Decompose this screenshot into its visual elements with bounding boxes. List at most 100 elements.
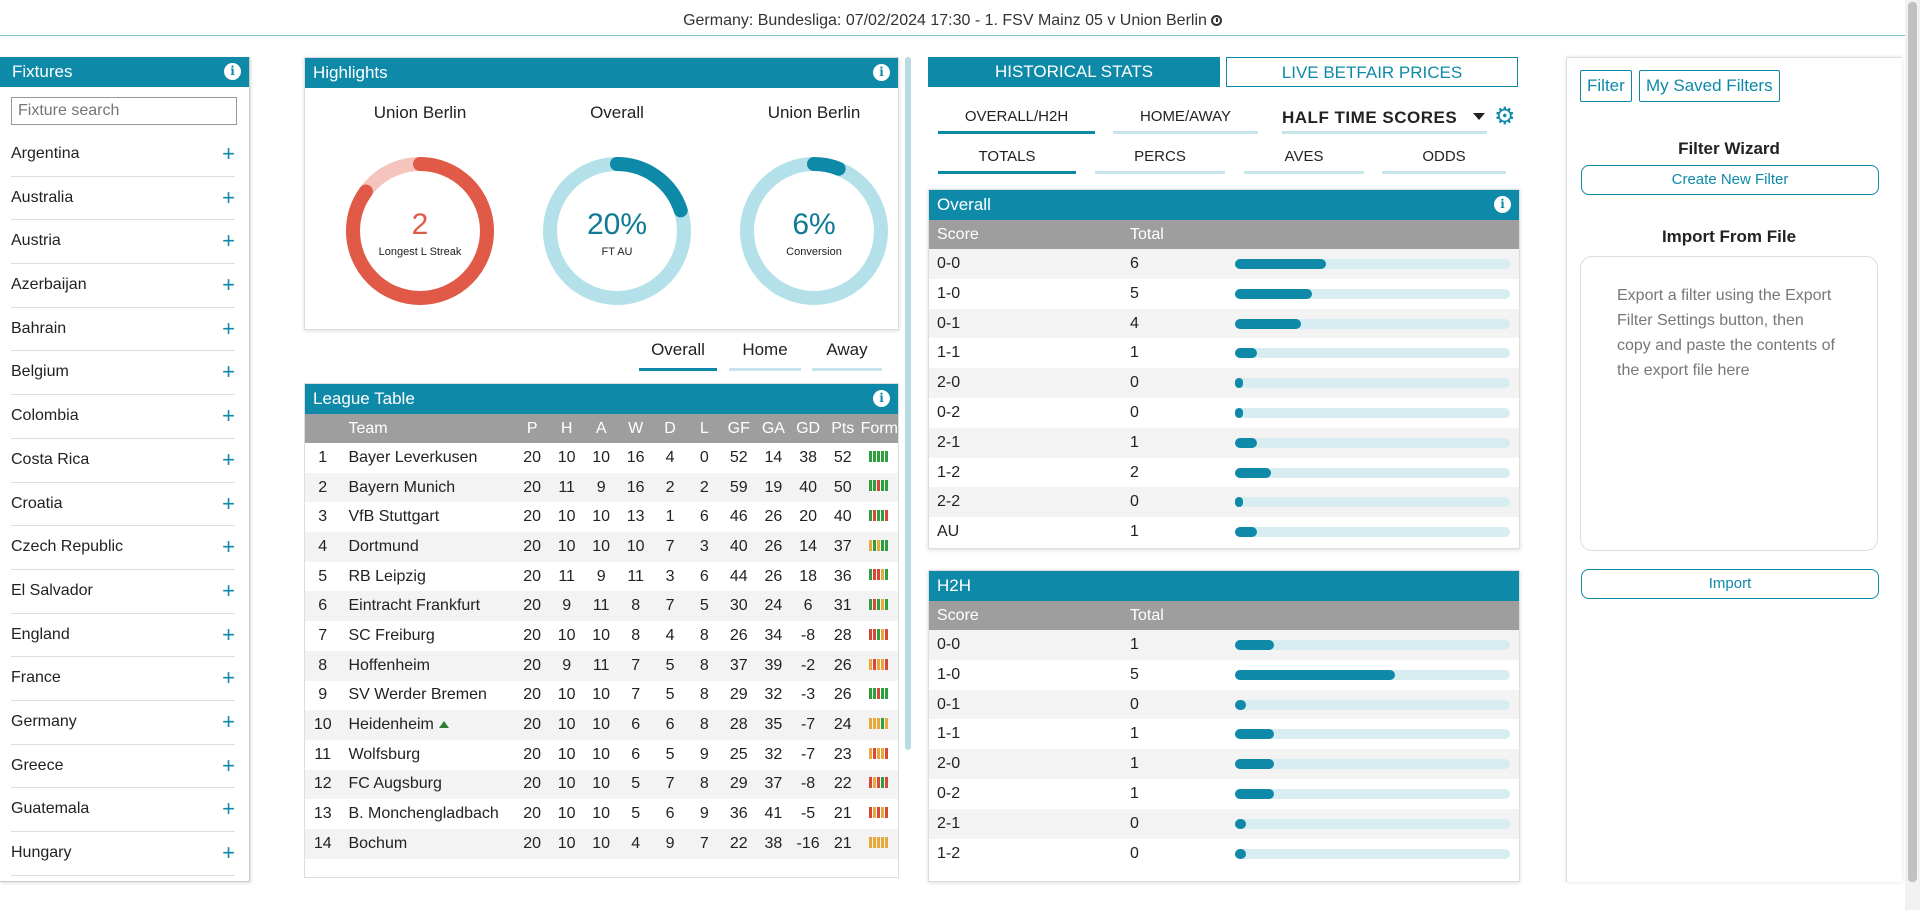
country-item[interactable]: Austria +: [11, 220, 235, 265]
tab-aves[interactable]: AVES: [1244, 148, 1364, 174]
table-row[interactable]: 6 Eintracht Frankfurt 20 9 11 8 7 5 30 24 6 31: [305, 591, 898, 622]
country-item[interactable]: Bahrain +: [11, 308, 235, 352]
column-header[interactable]: P: [515, 414, 549, 443]
tab-historical-stats[interactable]: HISTORICAL STATS: [928, 57, 1220, 87]
plus-icon[interactable]: +: [222, 840, 235, 865]
country-item[interactable]: Argentina +: [11, 133, 235, 177]
tab-totals[interactable]: TOTALS: [938, 148, 1076, 174]
info-icon[interactable]: i: [224, 63, 241, 80]
plus-icon[interactable]: +: [222, 577, 235, 603]
tab-percs[interactable]: PERCS: [1095, 148, 1225, 174]
table-row[interactable]: 9 SV Werder Bremen 20 10 10 7 5 8 29 32 -3 26: [305, 681, 898, 711]
plus-icon[interactable]: +: [222, 359, 235, 385]
column-header[interactable]: Form: [860, 414, 898, 443]
country-item[interactable]: Belgium +: [11, 351, 235, 396]
create-new-filter-button[interactable]: Create New Filter: [1581, 165, 1879, 195]
plus-icon[interactable]: +: [222, 272, 235, 298]
plus-icon[interactable]: +: [222, 446, 235, 472]
team-cell[interactable]: Eintracht Frankfurt: [340, 591, 516, 622]
team-cell[interactable]: RB Leipzig: [340, 562, 515, 592]
country-item[interactable]: El Salvador +: [11, 570, 235, 614]
gear-icon[interactable]: ⚙: [1494, 103, 1516, 130]
column-header[interactable]: L: [686, 414, 722, 443]
my-saved-filters-button[interactable]: My Saved Filters: [1639, 70, 1780, 102]
import-button[interactable]: Import: [1581, 569, 1879, 599]
country-item[interactable]: Czech Republic +: [11, 526, 235, 570]
country-item[interactable]: England +: [11, 614, 235, 658]
table-row[interactable]: 10 Heidenheim 20 10 10 6 6 8 28 35 -7 24: [305, 710, 898, 740]
country-item[interactable]: Hungary +: [11, 832, 235, 876]
tab-live-betfair-prices[interactable]: LIVE BETFAIR PRICES: [1226, 57, 1518, 87]
country-item[interactable]: France +: [11, 657, 235, 701]
country-item[interactable]: Guatemala +: [11, 788, 235, 832]
plus-icon[interactable]: +: [222, 315, 235, 341]
column-header[interactable]: GF: [721, 414, 756, 443]
half-time-scores-select[interactable]: HALF TIME SCORES: [1282, 108, 1487, 134]
import-textarea[interactable]: Export a filter using the Export Filter …: [1580, 256, 1878, 551]
column-header[interactable]: GA: [755, 414, 792, 443]
team-cell[interactable]: Bochum: [340, 828, 516, 859]
column-header[interactable]: W: [617, 414, 654, 443]
team-cell[interactable]: Bayer Leverkusen: [340, 443, 515, 473]
plus-icon[interactable]: +: [222, 665, 235, 691]
country-item[interactable]: Germany +: [11, 701, 235, 745]
table-row[interactable]: 3 VfB Stuttgart 20 10 10 13 1 6 46 26 20 40: [305, 502, 898, 532]
column-header[interactable]: A: [584, 414, 618, 443]
team-cell[interactable]: SC Freiburg: [340, 621, 515, 651]
vertical-scrollbar[interactable]: [905, 57, 911, 750]
table-row[interactable]: 14 Bochum 20 10 10 4 9 7 22 38 -16 21: [305, 828, 898, 859]
fixture-search-input[interactable]: [11, 97, 237, 125]
team-cell[interactable]: B. Monchengladbach: [340, 799, 515, 829]
plus-icon[interactable]: +: [222, 752, 235, 778]
team-cell[interactable]: SV Werder Bremen: [340, 681, 515, 711]
country-item[interactable]: Colombia +: [11, 395, 235, 439]
info-icon[interactable]: i: [873, 390, 890, 407]
plus-icon[interactable]: +: [222, 141, 235, 166]
plus-icon[interactable]: +: [222, 403, 235, 429]
tab-home[interactable]: Home: [729, 340, 801, 371]
team-cell[interactable]: VfB Stuttgart: [340, 502, 515, 532]
scrollbar-thumb[interactable]: [1908, 2, 1917, 882]
team-cell[interactable]: Bayern Munich: [340, 472, 516, 503]
page-scrollbar[interactable]: [1905, 0, 1920, 910]
table-row[interactable]: 12 FC Augsburg 20 10 10 5 7 8 29 37 -8 22: [305, 769, 898, 800]
table-row[interactable]: 11 Wolfsburg 20 10 10 6 5 9 25 32 -7 23: [305, 740, 898, 770]
column-header[interactable]: H: [548, 414, 585, 443]
tab-away[interactable]: Away: [812, 340, 882, 371]
info-icon[interactable]: i: [873, 64, 890, 81]
country-item[interactable]: Azerbaijan +: [11, 264, 235, 308]
plus-icon[interactable]: +: [222, 490, 235, 516]
team-cell[interactable]: Heidenheim: [340, 710, 516, 740]
column-header[interactable]: GD: [791, 414, 825, 443]
table-row[interactable]: 8 Hoffenheim 20 9 11 7 5 8 37 39 -2 26: [305, 650, 898, 681]
plus-icon[interactable]: +: [222, 534, 235, 560]
team-cell[interactable]: Hoffenheim: [340, 650, 516, 681]
column-header[interactable]: D: [653, 414, 687, 443]
plus-icon[interactable]: +: [222, 228, 235, 254]
country-item[interactable]: Costa Rica +: [11, 439, 235, 483]
table-row[interactable]: 2 Bayern Munich 20 11 9 16 2 2 59 19 40 50: [305, 472, 898, 503]
filter-button[interactable]: Filter: [1580, 70, 1632, 102]
country-item[interactable]: Australia +: [11, 177, 235, 221]
tab-home-away[interactable]: HOME/AWAY: [1113, 108, 1258, 134]
country-item[interactable]: Croatia +: [11, 483, 235, 527]
plus-icon[interactable]: +: [222, 796, 235, 822]
tab-overall-h2h[interactable]: OVERALL/H2H: [938, 108, 1095, 134]
team-cell[interactable]: Dortmund: [340, 532, 516, 562]
table-row[interactable]: 1 Bayer Leverkusen 20 10 10 16 4 0 52 14 38 52: [305, 443, 898, 473]
team-cell[interactable]: Wolfsburg: [340, 740, 515, 770]
table-row[interactable]: 7 SC Freiburg 20 10 10 8 4 8 26 34 -8 28: [305, 621, 898, 651]
column-header[interactable]: Pts: [824, 414, 861, 443]
table-row[interactable]: 13 B. Monchengladbach 20 10 10 5 6 9 36 41 -5 21: [305, 799, 898, 829]
tab-overall[interactable]: Overall: [639, 340, 717, 371]
country-item[interactable]: Greece +: [11, 745, 235, 789]
tab-odds[interactable]: ODDS: [1382, 148, 1506, 174]
info-icon[interactable]: i: [1494, 196, 1511, 213]
plus-icon[interactable]: +: [222, 708, 235, 734]
plus-icon[interactable]: +: [222, 184, 235, 210]
table-row[interactable]: 5 RB Leipzig 20 11 9 11 3 6 44 26 18 36: [305, 562, 898, 592]
column-header[interactable]: Team: [340, 414, 516, 443]
plus-icon[interactable]: +: [222, 621, 235, 647]
table-row[interactable]: 4 Dortmund 20 10 10 10 7 3 40 26 14 37: [305, 532, 898, 562]
team-cell[interactable]: FC Augsburg: [340, 769, 516, 800]
